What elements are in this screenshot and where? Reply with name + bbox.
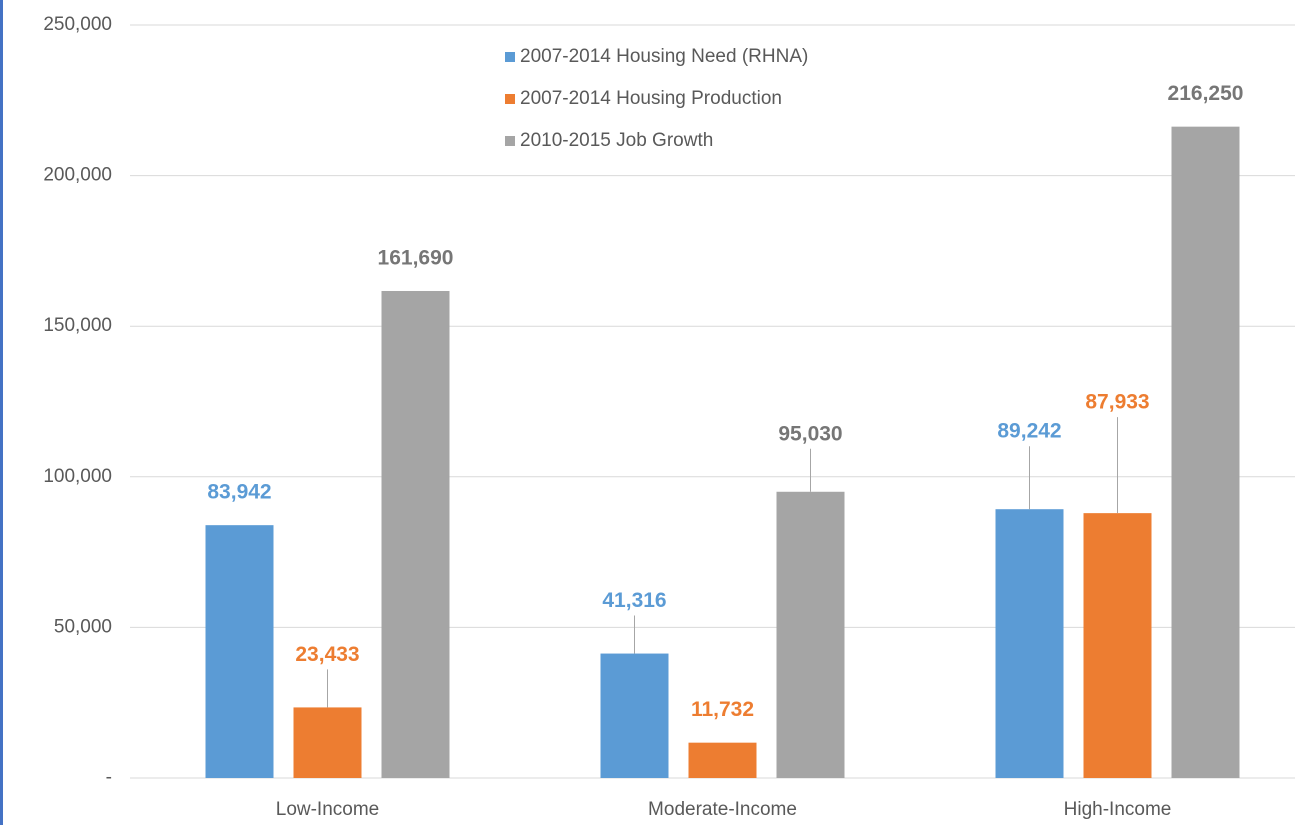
y-tick-label: 250,000 [43,14,112,35]
data-label: 89,242 [997,420,1061,443]
bar [205,525,274,778]
legend-swatch [505,52,515,62]
data-label: 95,030 [778,422,842,445]
x-tick-label: High-Income [1064,799,1172,820]
data-label: 161,690 [378,247,454,270]
bar [776,491,845,778]
legend-swatch [505,136,515,146]
x-tick-label: Low-Income [276,799,380,820]
y-tick-label: - [106,767,112,788]
bar [381,290,450,778]
frame-edge [0,0,3,825]
y-tick-label: 50,000 [54,616,112,637]
data-label: 87,933 [1085,391,1149,414]
legend-label: 2007-2014 Housing Production [520,88,782,109]
legend-label: 2010-2015 Job Growth [520,130,713,151]
y-tick-label: 200,000 [43,165,112,186]
bar [293,707,362,778]
data-label: 11,732 [691,698,754,721]
legend-swatch [505,94,515,104]
data-label: 41,316 [602,589,666,612]
legend-label: 2007-2014 Housing Need (RHNA) [520,46,808,67]
data-label: 216,250 [1168,82,1244,105]
bar [688,742,757,778]
x-tick-label: Moderate-Income [648,799,797,820]
bar [1171,126,1240,778]
bar [1083,513,1152,778]
y-tick-label: 150,000 [43,315,112,336]
data-label: 23,433 [295,643,359,666]
y-tick-label: 100,000 [43,466,112,487]
bar [600,653,669,778]
bar [995,509,1064,778]
data-label: 83,942 [207,481,271,504]
